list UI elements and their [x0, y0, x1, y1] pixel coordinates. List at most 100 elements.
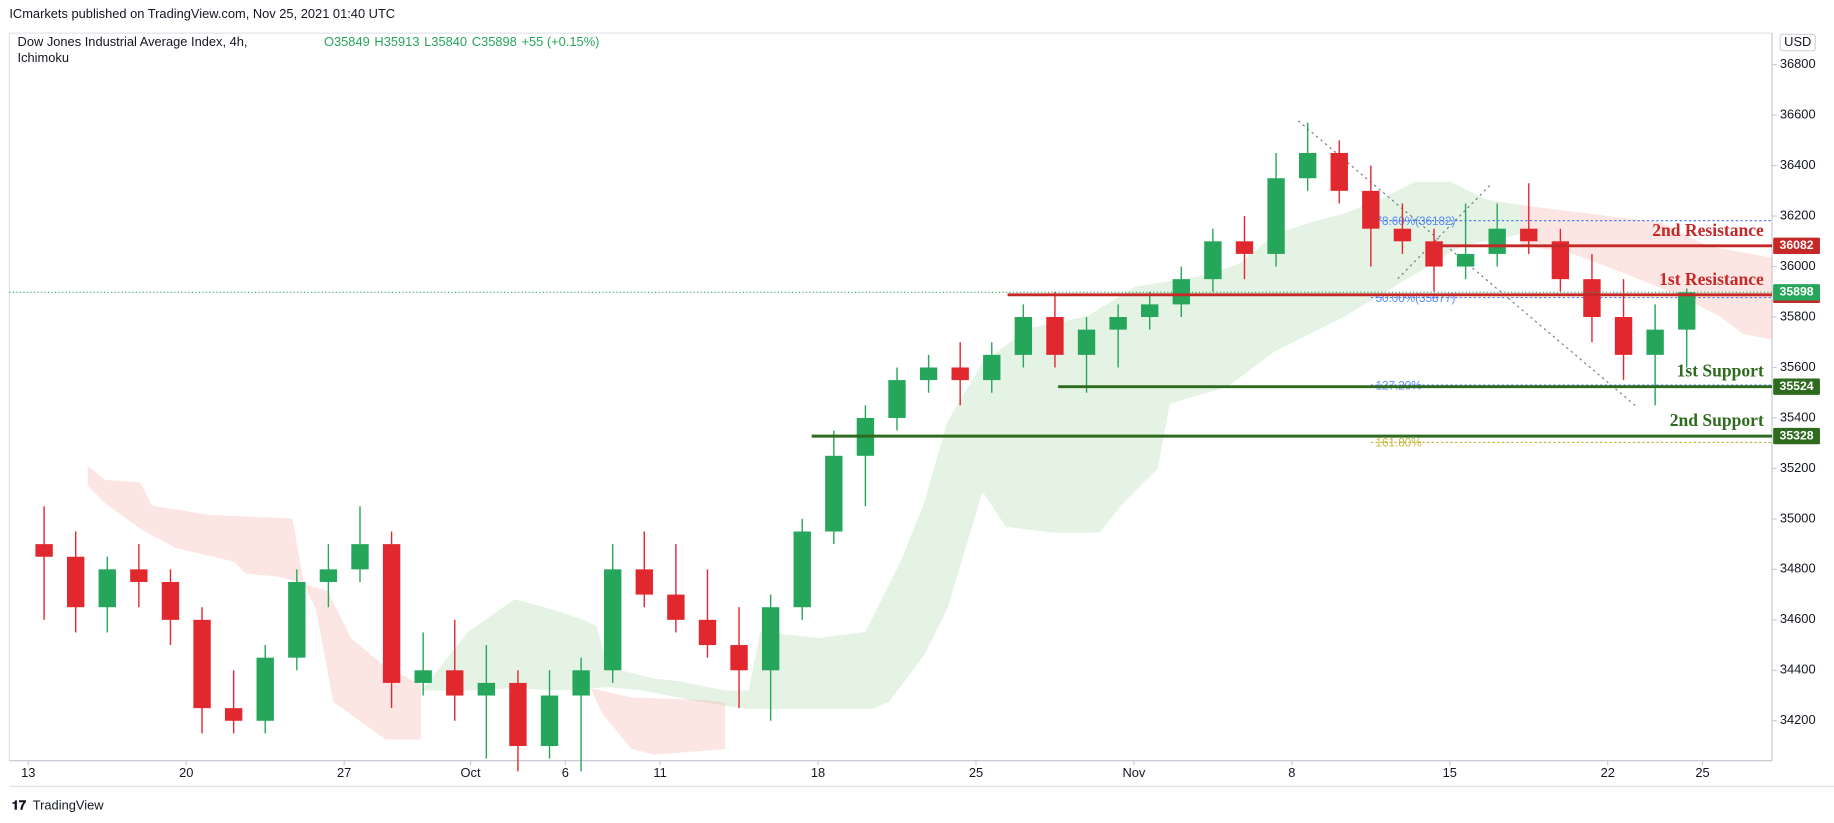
- candle-body: [1425, 241, 1443, 267]
- x-tick-label: 18: [811, 765, 825, 780]
- candle-body: [1141, 304, 1159, 318]
- candle-body: [1678, 292, 1696, 330]
- candle-body: [35, 544, 53, 557]
- x-tick-label: 8: [1288, 765, 1295, 780]
- ichimoku-cloud: [87, 181, 1773, 755]
- candle-body: [130, 569, 148, 582]
- y-tick-label: 36400: [1780, 157, 1816, 172]
- y-tick-label: 34600: [1780, 611, 1816, 626]
- y-tick-label: 35800: [1780, 308, 1816, 323]
- candle-body: [351, 544, 369, 570]
- x-tick-label: 6: [562, 765, 569, 780]
- y-tick-label: 36000: [1780, 258, 1816, 273]
- level-tag: [1773, 378, 1820, 395]
- y-tick-label: 34400: [1780, 662, 1816, 677]
- candle-body: [224, 708, 243, 721]
- candle-body: [793, 531, 811, 608]
- last-price-tag: [1773, 284, 1820, 301]
- candle-body: [477, 682, 496, 696]
- ohlc-header: O35849 H35913 L35840 C35898 +55 (+0.15%): [324, 34, 599, 49]
- candle-body: [193, 619, 211, 709]
- fib-trend-line: [1297, 120, 1638, 408]
- ohlc-value: H35913: [374, 34, 419, 49]
- x-tick-label: 15: [1443, 765, 1457, 780]
- candle-body: [1646, 329, 1664, 355]
- footer-brand: TradingView: [33, 798, 104, 813]
- candle-body: [635, 569, 653, 595]
- candle-body: [1488, 228, 1506, 254]
- candle-body: [540, 695, 559, 747]
- candle-body: [161, 581, 180, 620]
- candle-body: [1583, 279, 1601, 318]
- y-tick-label: 35400: [1780, 409, 1816, 424]
- x-tick-label: 13: [21, 765, 35, 780]
- y-tick-label: 36800: [1780, 56, 1816, 71]
- x-tick-label: 27: [337, 765, 351, 780]
- y-tick-label: 34200: [1780, 712, 1816, 727]
- level-label: 2nd Resistance: [1652, 220, 1764, 240]
- publisher: ICmarkets published on TradingView.com, …: [9, 6, 395, 21]
- candle-body: [1172, 279, 1190, 305]
- level-tag-label: 36082: [1780, 238, 1814, 252]
- candle-body: [509, 682, 527, 747]
- fib-trend-line: [1397, 183, 1492, 280]
- logo-mark: 𝟏𝟕: [12, 798, 27, 813]
- candle-body: [446, 670, 464, 696]
- candle-body: [67, 556, 85, 608]
- currency: USD: [1784, 34, 1811, 49]
- indicator-name: Ichimoku: [18, 50, 69, 65]
- level-label: 2nd Support: [1670, 410, 1764, 430]
- candle-body: [1330, 152, 1348, 191]
- candle-body: [1014, 317, 1033, 355]
- candle-body: [888, 380, 906, 418]
- candle-body: [1614, 317, 1633, 355]
- y-tick-label: 35000: [1780, 510, 1816, 525]
- x-tick-label: 20: [179, 765, 193, 780]
- candle-body: [730, 645, 748, 671]
- candle-body: [1077, 329, 1096, 355]
- candle-body: [288, 581, 306, 658]
- level-label: 1st Resistance: [1659, 269, 1764, 289]
- candle-body: [1235, 241, 1254, 254]
- x-tick-label: 25: [1695, 765, 1709, 780]
- y-tick-label: 35600: [1780, 359, 1816, 374]
- y-tick-label: 34800: [1780, 561, 1816, 576]
- fib-label: 161.80%: [1376, 437, 1422, 450]
- x-tick-label: 22: [1601, 765, 1615, 780]
- candle-body: [667, 594, 685, 620]
- fib-label: 78.60%(36182): [1376, 215, 1456, 228]
- x-tick-label: Nov: [1122, 765, 1145, 780]
- candle-body: [382, 544, 401, 683]
- y-tick-label: 36600: [1780, 107, 1816, 122]
- candle-body: [1109, 317, 1127, 330]
- ohlc-value: L35840: [424, 34, 467, 49]
- x-tick-label: Oct: [461, 765, 481, 780]
- candle-body: [1204, 241, 1222, 280]
- x-tick-label: 11: [653, 765, 666, 780]
- ohlc-value: C35898: [472, 34, 517, 49]
- candle-body: [604, 569, 622, 671]
- candle-body: [1267, 178, 1285, 254]
- candle-body: [761, 607, 780, 671]
- candle-body: [1046, 317, 1064, 355]
- candle-body: [825, 455, 843, 532]
- candle-body: [572, 670, 590, 696]
- currency-box: [1779, 33, 1816, 52]
- x-tick-label: 25: [969, 765, 983, 780]
- ohlc-value: O35849: [324, 34, 370, 49]
- cloud-bearish: [1520, 205, 1773, 340]
- cloud-bearish: [590, 688, 726, 755]
- level-label: 1st Support: [1677, 361, 1764, 381]
- y-tick-label: 35200: [1780, 460, 1816, 475]
- candle-body: [919, 367, 938, 381]
- cloud-bullish: [423, 181, 1521, 710]
- candle-body: [319, 569, 338, 582]
- cloud-bearish: [87, 465, 422, 740]
- symbol-title: Dow Jones Industrial Average Index, 4h,: [18, 34, 248, 49]
- candle-body: [1551, 241, 1570, 280]
- candle-body: [1298, 152, 1317, 179]
- candle-body: [698, 619, 717, 646]
- candle-body: [951, 367, 969, 381]
- level-tag: [1773, 427, 1820, 445]
